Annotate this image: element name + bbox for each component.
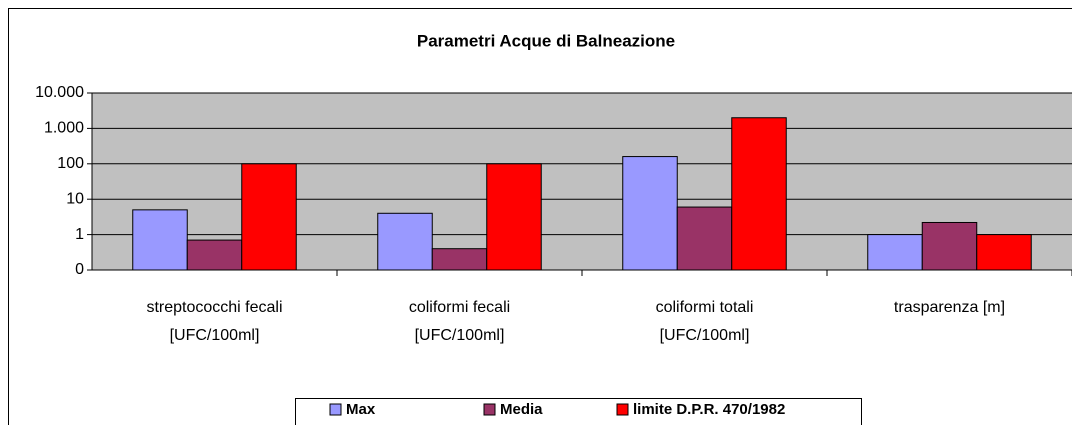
y-tick-label: 1 — [75, 226, 84, 243]
legend-label: Max — [346, 401, 376, 418]
y-tick-label: 0 — [75, 261, 84, 278]
bar — [976, 234, 1032, 271]
x-tick-label: coliformi totali [UFC/100ml] — [656, 299, 754, 344]
legend-swatch — [616, 403, 629, 416]
bar — [241, 163, 297, 271]
x-tick-label-line: trasparenza [m] — [894, 299, 1005, 316]
bar — [731, 117, 787, 271]
y-tick-label: 10.000 — [35, 84, 84, 101]
x-tick-label-line: [UFC/100ml] — [415, 327, 505, 344]
y-tick-label: 10 — [66, 190, 84, 207]
bar — [377, 212, 433, 271]
x-tick-label: trasparenza [m] — [894, 299, 1005, 316]
legend-label: Media — [500, 401, 543, 418]
bar — [186, 239, 243, 271]
legend-swatch — [483, 403, 496, 416]
x-tick-label-line: coliformi fecali — [409, 299, 510, 316]
chart-title: Parametri Acque di Balneazione — [417, 31, 675, 50]
legend-swatch — [329, 403, 342, 416]
x-tick-label: coliformi fecali [UFC/100ml] — [409, 299, 510, 344]
bar — [921, 221, 978, 271]
x-tick-label-line: coliformi totali — [656, 299, 754, 316]
x-tick-label-line: [UFC/100ml] — [170, 327, 260, 344]
x-tick-label: streptococchi fecali [UFC/100ml] — [146, 299, 282, 344]
bar — [132, 209, 188, 271]
x-tick-label-line: [UFC/100ml] — [660, 327, 750, 344]
y-tick-label: 1.000 — [44, 120, 84, 137]
y-tick-label: 100 — [57, 155, 84, 172]
bar — [867, 234, 923, 271]
legend-box — [295, 398, 862, 425]
bar — [676, 206, 733, 271]
bar — [622, 156, 678, 271]
x-tick-label-line: streptococchi fecali — [146, 299, 282, 316]
bar — [486, 163, 542, 271]
bar — [431, 248, 488, 271]
legend-label: limite D.P.R. 470/1982 — [633, 401, 785, 418]
